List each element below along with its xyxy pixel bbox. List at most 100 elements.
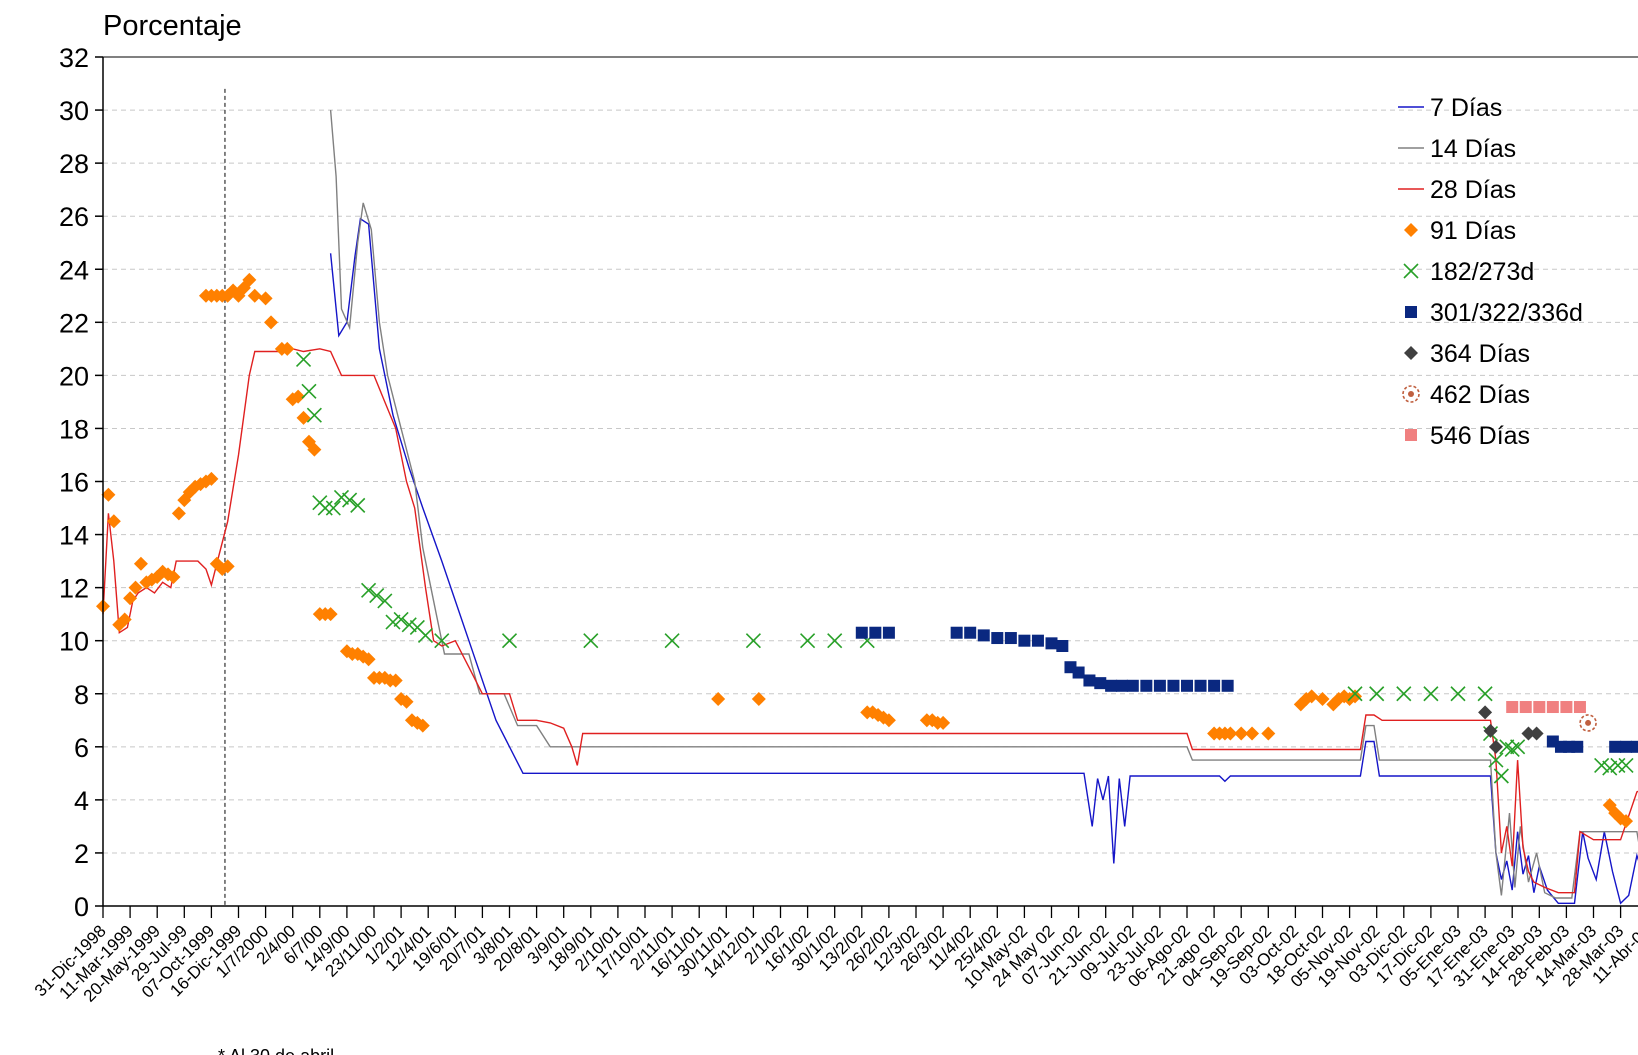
x-stroke [306,407,322,423]
data-point-182-273d [664,633,680,649]
x-stroke [1488,752,1504,768]
data-point-182-273d [301,383,317,399]
legend-label: 462 Días [1430,381,1530,409]
x-stroke [1403,263,1419,279]
data-point-301-322-336d [1056,639,1069,652]
data-point-91-d-as [936,715,951,730]
y-tick-label: 26 [59,202,89,232]
data-point-301-322-336d [1018,634,1031,647]
legend-swatch [1405,429,1417,441]
data-point-91-d-as [220,559,235,574]
data-point-301-322-336d [1167,679,1180,692]
data-point-91-d-as [1348,689,1363,704]
y-tick-label: 12 [59,574,89,604]
data-point-301-322-336d [964,626,977,639]
x-stroke [745,633,761,649]
data-point-91-d-as [247,288,262,303]
data-point-91-d-as [242,272,257,287]
x-stroke [1618,757,1634,773]
series-line-28-d-as [102,348,1638,894]
legend-item-182-273d: 182/273d [1403,258,1534,286]
x-stroke [1396,686,1412,702]
x-stroke [1504,741,1520,758]
data-point-301-322-336d [1620,740,1633,753]
data-point-182-273d [1369,686,1385,702]
y-tick-label: 32 [59,43,89,73]
data-point-91-d-as [1234,726,1249,741]
y-tick-label: 4 [74,786,89,816]
legend-label: 7 Días [1430,94,1502,122]
legend-item-546-d-as: 546 Días [1405,422,1530,450]
x-stroke [800,633,816,649]
y-tick-label: 24 [59,255,89,285]
data-point-182-273d [317,500,333,516]
data-point-91-d-as [171,506,186,521]
data-point-91-d-as [204,471,219,486]
data-point-301-322-336d [1571,740,1584,753]
legend-item-7-d-as: 7 Días [1398,94,1502,122]
x-stroke [317,500,333,516]
x-stroke [1594,757,1610,773]
x-stroke [1347,686,1363,702]
data-point-182-273d [1347,686,1363,702]
data-point-182-273d [1504,741,1520,758]
x-stroke [409,619,425,635]
x-stroke [369,588,385,604]
y-tick-label: 6 [74,733,89,763]
legend-label: 182/273d [1430,258,1534,286]
data-point-182-273d [401,617,417,633]
data-point-182-273d [745,633,761,649]
x-stroke [1610,757,1626,773]
footnote: * Al 30 de abril [218,1046,334,1055]
legend-label: 546 Días [1430,422,1530,450]
data-point-91-d-as [1261,726,1276,741]
data-point-364-d-as [1488,739,1503,754]
y-tick-label: 8 [74,680,89,710]
legend-label: 91 Días [1430,217,1516,245]
sun-core [1585,719,1592,726]
data-point-91-d-as [166,570,181,585]
data-point-182-273d [1510,739,1526,755]
x-stroke [342,492,358,508]
data-point-301-322-336d [1126,679,1139,692]
data-point-182-273d [800,633,816,649]
data-point-91-d-as [361,652,376,667]
data-point-91-d-as [751,692,766,707]
data-point-91-d-as [264,315,279,330]
series-line-7-d-as [329,217,1638,905]
x-stroke [1423,686,1439,702]
data-point-91-d-as [415,718,430,733]
legend-label: 28 Días [1430,176,1516,204]
data-point-91-d-as [133,556,148,571]
x-stroke [301,383,317,399]
data-point-91-d-as [291,389,306,404]
data-point-301-322-336d [1221,679,1234,692]
legend-item-301-322-336d: 301/322/336d [1405,299,1583,327]
data-point-301-322-336d [1083,674,1096,687]
data-point-91-d-as [258,291,273,306]
series-markers-301-322-336d [855,626,1638,753]
sun-core [1408,391,1414,397]
x-stroke [1450,686,1466,702]
y-tick-label: 16 [59,468,89,498]
data-point-301-322-336d [1031,634,1044,647]
data-point-546-d-as [1560,701,1573,714]
data-point-182-273d [295,351,312,368]
x-stroke [583,633,599,649]
data-point-182-273d [1488,752,1504,768]
data-point-182-273d [827,633,843,649]
data-point-364-d-as [1529,726,1544,741]
data-point-91-d-as [117,612,132,627]
data-point-182-273d [342,492,358,508]
data-point-91-d-as [1315,692,1330,707]
data-point-301-322-336d [1181,679,1193,692]
data-point-301-322-336d [882,626,895,639]
data-point-301-322-336d [991,632,1004,645]
data-point-182-273d [501,633,518,649]
data-point-182-273d [434,633,450,649]
data-point-91-d-as [307,442,322,457]
data-point-91-d-as [399,694,414,709]
data-point-301-322-336d [1194,679,1207,692]
